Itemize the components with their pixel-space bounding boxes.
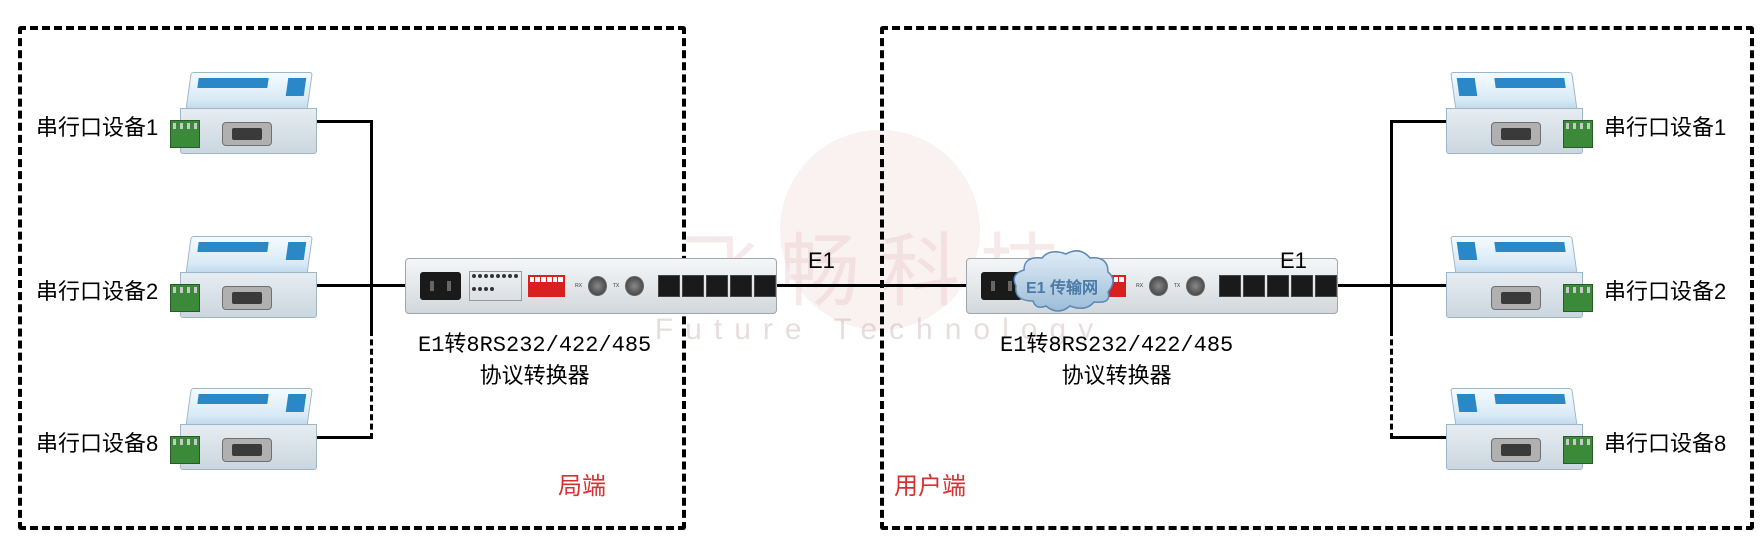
- serial-device-label: 串行口设备2: [1604, 274, 1726, 306]
- wire-dashed: [370, 330, 373, 439]
- serial-device-label: 串行口设备1: [36, 110, 158, 142]
- wire: [315, 120, 373, 123]
- e1-link: [775, 284, 970, 287]
- serial-device-label: 串行口设备2: [36, 274, 158, 306]
- serial-device: [1448, 236, 1583, 326]
- converter-label-line1: E1转8RS232/422/485: [1000, 333, 1233, 358]
- converter-label: E1转8RS232/422/485 协议转换器: [418, 326, 651, 390]
- cloud-label: E1 传输网: [1012, 274, 1112, 298]
- e1-label: E1: [1280, 248, 1307, 274]
- converter-label-line2: 协议转换器: [480, 365, 590, 390]
- local-side-label: 局端: [558, 466, 606, 501]
- serial-device: [1448, 72, 1583, 162]
- serial-device: [180, 236, 315, 326]
- serial-device: [180, 388, 315, 478]
- wire-dashed: [1390, 330, 1393, 439]
- wire: [370, 120, 373, 330]
- wire: [1390, 120, 1448, 123]
- serial-device: [1448, 388, 1583, 478]
- protocol-converter: RX TX: [405, 258, 777, 314]
- serial-device: [180, 72, 315, 162]
- wire: [1390, 284, 1448, 287]
- wire: [315, 284, 373, 287]
- wire: [1335, 284, 1393, 287]
- converter-label-line2: 协议转换器: [1062, 365, 1172, 390]
- e1-label: E1: [808, 248, 835, 274]
- wire: [1390, 436, 1448, 439]
- converter-label-line1: E1转8RS232/422/485: [418, 333, 651, 358]
- wire: [315, 436, 373, 439]
- serial-device-label: 串行口设备1: [1604, 110, 1726, 142]
- user-side-label: 用户端: [894, 466, 966, 501]
- wire: [370, 284, 408, 287]
- converter-label: E1转8RS232/422/485 协议转换器: [1000, 326, 1233, 390]
- serial-device-label: 串行口设备8: [1604, 426, 1726, 458]
- serial-device-label: 串行口设备8: [36, 426, 158, 458]
- wire: [1390, 120, 1393, 330]
